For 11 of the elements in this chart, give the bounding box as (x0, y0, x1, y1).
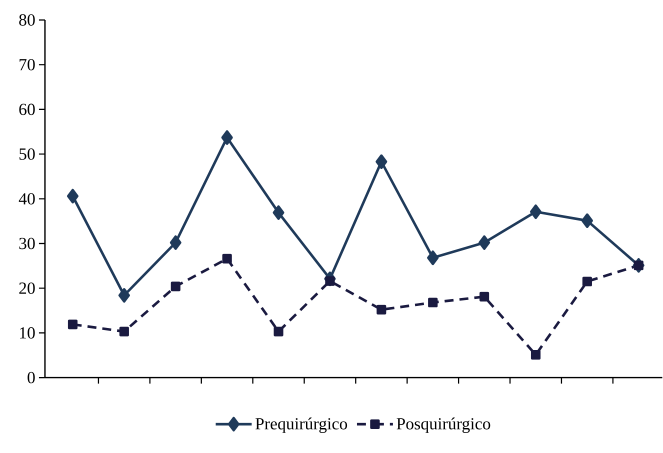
y-tick-label: 10 (20, 327, 35, 339)
legend-label: Prequirúrgico (255, 418, 348, 434)
y-tick-label: 40 (18, 193, 35, 205)
y-tick-label: 20 (19, 282, 35, 294)
y-tick-label: 70 (20, 59, 35, 71)
y-tick-label: 30 (19, 238, 35, 250)
y-tick-label: 60 (19, 104, 35, 116)
y-tick-label: 80 (19, 14, 35, 26)
y-tick-label: 50 (20, 148, 35, 160)
legend-label: Posquirúrgico (396, 418, 490, 434)
y-tick-label: 0 (28, 372, 35, 384)
